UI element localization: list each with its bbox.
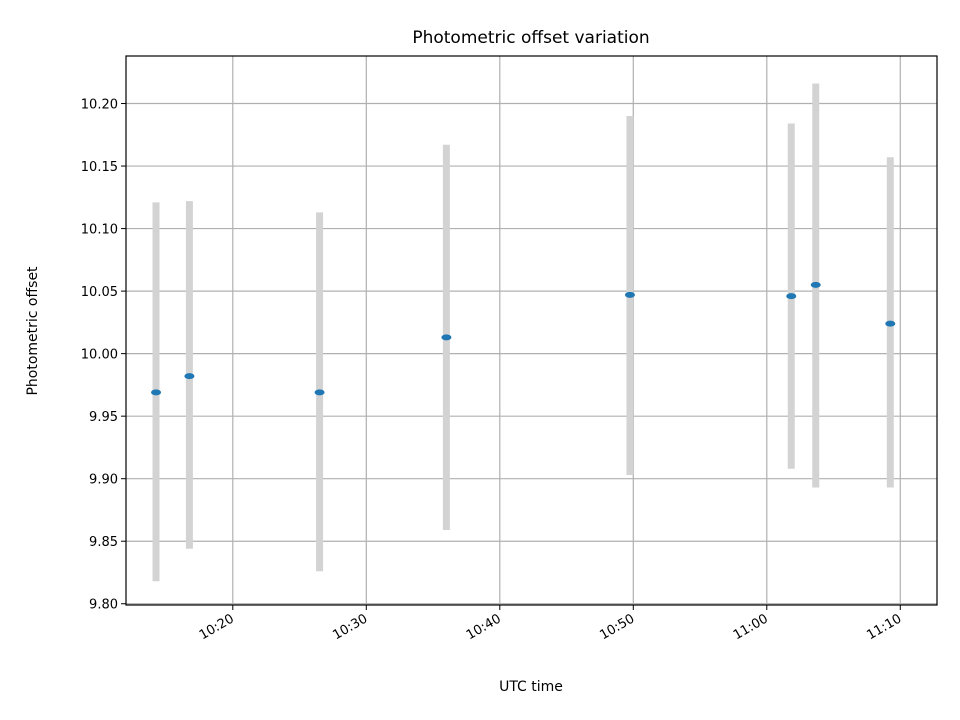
y-tick-label: 9.95 bbox=[89, 410, 118, 425]
errorbar-layer bbox=[152, 83, 894, 582]
y-tick-label: 10.00 bbox=[81, 348, 118, 363]
y-axis-ticks: 9.80 9.85 9.90 9.95 10.00 10.05 10.10 10.15 10.2… bbox=[81, 98, 126, 613]
x-tick-label: 10:20 bbox=[197, 611, 237, 643]
data-point bbox=[810, 281, 821, 288]
x-tick-label: 11:10 bbox=[864, 611, 904, 643]
y-tick-label: 10.10 bbox=[81, 223, 118, 238]
point-layer bbox=[151, 281, 896, 396]
data-point bbox=[885, 320, 896, 327]
x-axis-label: UTC time bbox=[499, 679, 563, 695]
y-tick-label: 9.80 bbox=[89, 598, 118, 613]
chart-title: Photometric offset variation bbox=[412, 28, 649, 48]
data-point bbox=[624, 291, 635, 298]
y-tick-label: 9.85 bbox=[89, 535, 118, 550]
x-tick-label: 10:30 bbox=[330, 611, 370, 643]
x-tick-label: 10:50 bbox=[597, 611, 637, 643]
y-tick-label: 9.90 bbox=[89, 473, 118, 488]
data-point bbox=[786, 293, 797, 300]
y-tick-label: 10.05 bbox=[81, 285, 118, 300]
x-tick-label: 10:40 bbox=[464, 611, 504, 643]
grid-layer bbox=[126, 56, 937, 605]
data-point bbox=[184, 373, 195, 380]
y-axis-label: Photometric offset bbox=[25, 266, 41, 396]
plot-frame bbox=[125, 55, 938, 606]
data-point bbox=[314, 389, 325, 396]
y-tick-label: 10.15 bbox=[81, 160, 118, 175]
y-tick-label: 10.20 bbox=[81, 98, 118, 113]
x-axis-ticks: 10:20 10:30 10:40 10:50 11:00 11:10 bbox=[197, 605, 904, 643]
x-tick-label: 11:00 bbox=[731, 611, 771, 643]
data-point bbox=[151, 389, 162, 396]
data-point bbox=[441, 334, 452, 341]
